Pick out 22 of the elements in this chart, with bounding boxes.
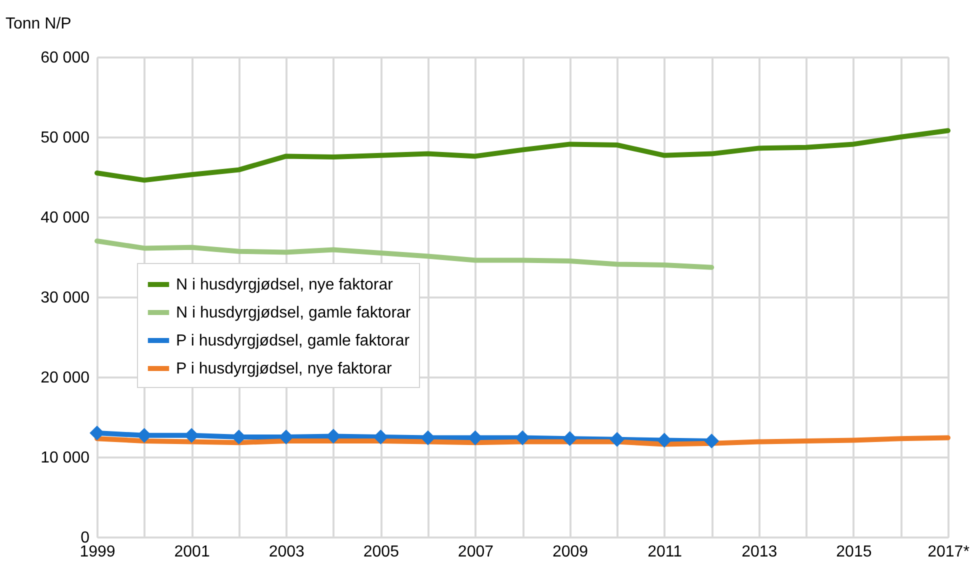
legend-label: N i husdyrgjødsel, gamle faktorar xyxy=(176,304,412,322)
x-tick-label: 2003 xyxy=(268,544,305,560)
legend-label: P i husdyrgjødsel, gamle faktorar xyxy=(176,332,410,350)
x-tick-label: 2015 xyxy=(836,544,872,560)
x-tick-label: 2007 xyxy=(458,544,494,560)
x-tick-label: 2013 xyxy=(742,544,778,560)
legend-label: P i husdyrgjødsel, nye faktorar xyxy=(176,360,392,378)
y-tick-label: 0 xyxy=(80,530,90,546)
y-tick-label: 30 000 xyxy=(40,290,90,306)
y-tick-label: 20 000 xyxy=(40,370,90,386)
y-tick-label: 60 000 xyxy=(40,50,90,66)
x-tick-label: 2009 xyxy=(552,544,588,560)
x-tick-label: 2017* xyxy=(928,544,970,560)
y-tick-label: 50 000 xyxy=(40,130,90,146)
y-tick-label: 10 000 xyxy=(40,450,90,466)
x-tick-label: 2005 xyxy=(363,544,400,560)
x-tick-label: 2011 xyxy=(648,544,682,560)
legend-label: N i husdyrgjødsel, nye faktorar xyxy=(176,276,394,294)
y-axis-title: Tonn N/P xyxy=(6,16,72,32)
x-tick-label: 2001 xyxy=(174,544,210,560)
x-tick-label: 1999 xyxy=(80,544,116,560)
y-tick-label: 40 000 xyxy=(40,210,90,226)
